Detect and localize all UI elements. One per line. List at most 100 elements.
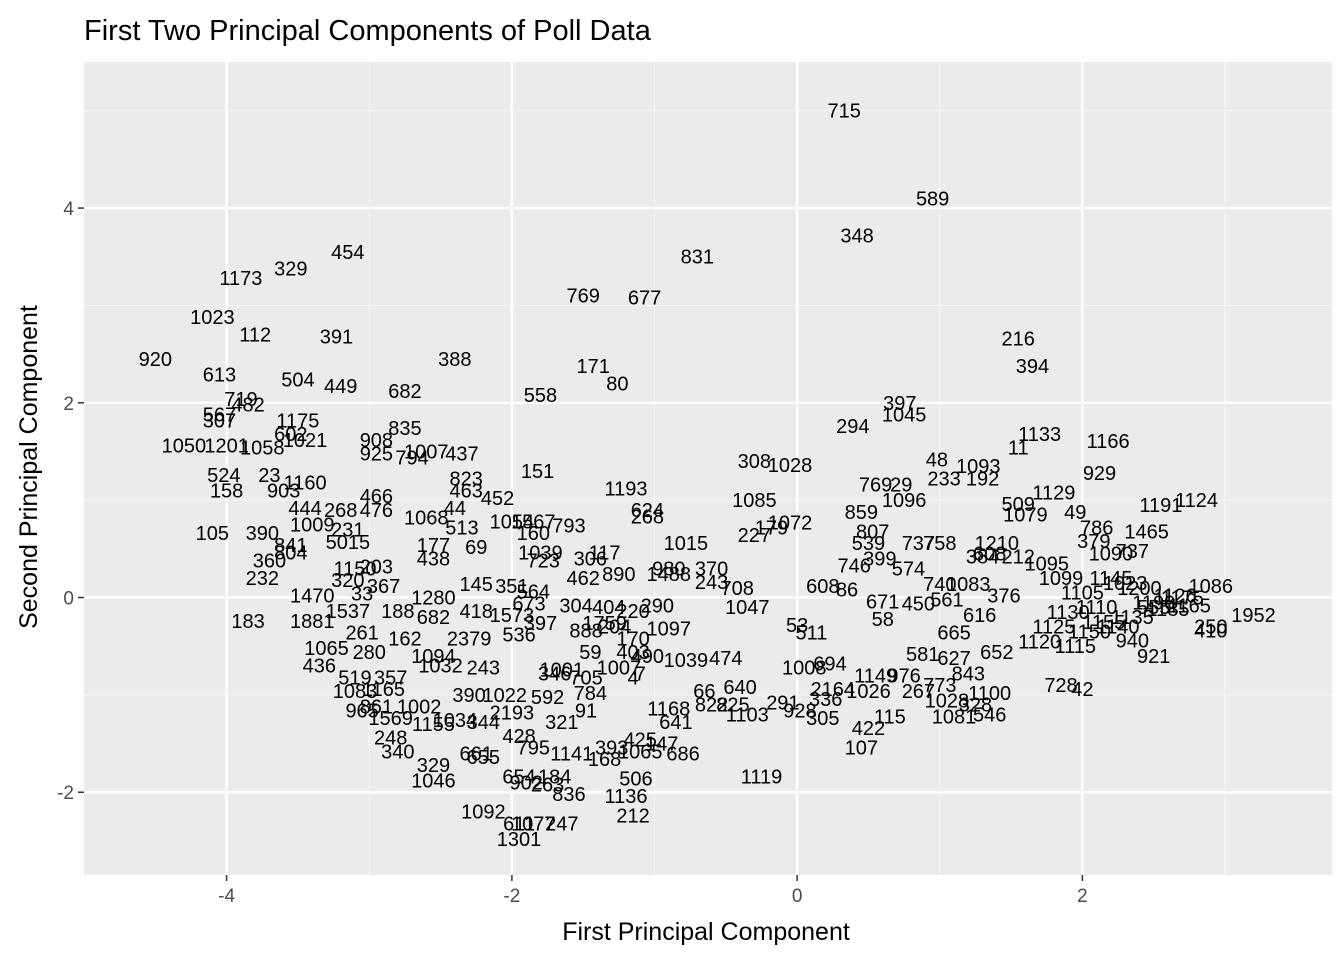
point-label: 1103 — [726, 704, 769, 726]
point-label: 367 — [367, 576, 400, 598]
point-label: 920 — [139, 349, 172, 371]
point-label: 390 — [452, 685, 485, 707]
point-label: 1145 — [1089, 568, 1132, 590]
point-label: 1280 — [411, 588, 456, 610]
point-label: 29 — [890, 475, 912, 497]
point-label: 117 — [589, 543, 621, 565]
point-label: 903 — [267, 480, 300, 502]
point-label: 438 — [417, 549, 450, 571]
point-label: 890 — [602, 564, 635, 586]
point-label: 23 — [258, 465, 280, 487]
point-label: 640 — [723, 677, 756, 699]
point-label: 1039 — [664, 650, 709, 672]
point-label: 524 — [207, 465, 240, 487]
point-label: 1150 — [333, 558, 376, 580]
point-label: 1054 — [490, 512, 535, 534]
point-label: 737 — [1116, 541, 1149, 563]
chart-title: First Two Principal Components of Poll D… — [84, 15, 652, 47]
point-label: 1175 — [1161, 588, 1204, 610]
point-label: 294 — [836, 416, 869, 438]
point-label: 305 — [806, 708, 839, 730]
point-label: 740 — [923, 574, 956, 596]
point-label: 929 — [1083, 463, 1116, 485]
point-label: 925 — [360, 443, 393, 465]
point-label: 908 — [360, 430, 393, 452]
point-label: 795 — [517, 737, 550, 759]
point-label: 613 — [203, 365, 236, 387]
point-label: 567 — [203, 404, 236, 426]
point-label: 1034 — [433, 710, 478, 732]
point-label: 546 — [973, 704, 1006, 726]
point-label: 1129 — [1032, 482, 1075, 504]
point-label: 291 — [766, 693, 799, 715]
point-label: 147 — [645, 734, 678, 756]
point-label: 581 — [906, 644, 939, 666]
point-label: 1573 — [490, 605, 535, 627]
point-label: 1759 — [582, 613, 627, 635]
point-label: 243 — [695, 572, 728, 594]
point-label: 509 — [1002, 494, 1035, 516]
point-label: 344 — [467, 712, 500, 734]
point-label: 654 — [502, 767, 535, 789]
point-label: 1094 — [411, 646, 456, 668]
point-label: 404 — [592, 597, 625, 619]
point-label: 976 — [887, 665, 920, 687]
point-label: 728 — [1044, 675, 1077, 697]
point-label: 212 — [1002, 547, 1035, 569]
point-label: 216 — [1002, 329, 1035, 351]
point-label: 1077 — [511, 813, 556, 835]
point-label: 1569 — [368, 708, 413, 730]
point-label: 360 — [253, 551, 286, 573]
point-label: 823 — [450, 469, 483, 491]
point-label: 243 — [467, 658, 500, 680]
point-label: 602 — [274, 424, 307, 446]
point-label: 822 — [695, 695, 728, 717]
point-label: 1168 — [647, 699, 690, 721]
point-label: 665 — [937, 623, 970, 645]
point-label: 1015 — [664, 533, 709, 555]
point-label: 329 — [417, 755, 450, 777]
point-label: 80 — [606, 373, 628, 395]
point-label: 921 — [1137, 646, 1170, 668]
point-label: 184 — [538, 767, 571, 789]
point-label: 1155 — [1082, 612, 1125, 634]
point-label: 1175 — [276, 410, 319, 432]
point-label: 1160 — [284, 473, 327, 495]
point-label: 151 — [521, 461, 554, 483]
point-label: 671 — [866, 591, 899, 613]
point-label: 248 — [374, 728, 407, 750]
point-label: 1301 — [497, 829, 542, 851]
point-label: 388 — [438, 349, 471, 371]
point-label: 204 — [598, 617, 631, 639]
point-label: 44 — [444, 498, 466, 520]
point-label: 227 — [738, 525, 771, 547]
point-label: 1166 — [1087, 431, 1130, 453]
point-label: 393 — [595, 737, 628, 759]
point-label: 328 — [959, 695, 992, 717]
point-label: 519 — [338, 667, 371, 689]
point-label: 376 — [987, 586, 1020, 608]
point-label: 1072 — [768, 513, 813, 535]
point-label: 1100 — [968, 683, 1011, 705]
point-label: 59 — [579, 642, 601, 664]
point-label: 1002 — [397, 697, 442, 719]
point-label: 1085 — [732, 490, 777, 512]
point-label: 965 — [345, 700, 378, 722]
minor-gridlines — [83, 62, 1332, 875]
point-label: 723 — [527, 551, 560, 573]
point-label: 574 — [892, 558, 925, 580]
point-label: 673 — [512, 593, 545, 615]
point-label: 536 — [502, 625, 535, 647]
point-label: 220 — [616, 601, 649, 623]
point-label: 1155 — [412, 714, 455, 736]
point-label: 91 — [575, 700, 597, 722]
axis-ticks — [78, 207, 1084, 881]
point-label: 321 — [545, 712, 578, 734]
point-label: 11 — [1008, 438, 1029, 460]
point-label: 307 — [203, 410, 236, 432]
point-label: 1141 — [550, 743, 593, 765]
point-label: 107 — [845, 737, 878, 759]
point-label: 1120 — [1018, 631, 1061, 653]
point-label: 160 — [517, 523, 550, 545]
point-label: 232 — [246, 568, 279, 590]
